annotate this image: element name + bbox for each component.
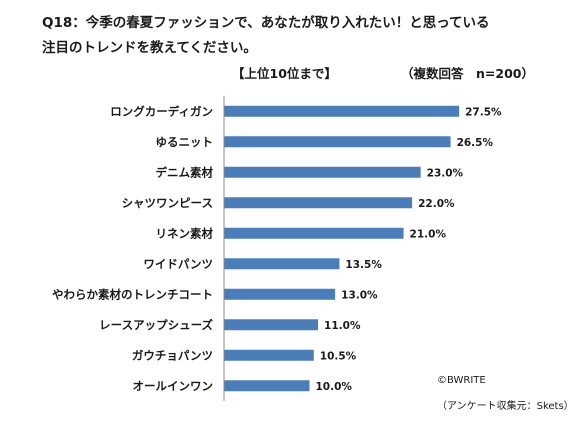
response-note: （複数回答 n=200） xyxy=(401,66,534,81)
value-label: 10.0% xyxy=(316,381,353,393)
category-label: やわらか素材のトレンチコート xyxy=(52,287,213,301)
value-label: 23.0% xyxy=(427,167,464,179)
bar xyxy=(224,227,404,239)
copyright-credit: ©BWRITE xyxy=(437,375,486,386)
value-label: 11.0% xyxy=(324,320,361,332)
value-label: 27.5% xyxy=(465,106,502,118)
value-label: 26.5% xyxy=(457,137,494,149)
value-label: 10.5% xyxy=(320,350,357,362)
bars-group xyxy=(224,105,460,392)
bar xyxy=(224,349,314,361)
source-credit: （アンケート収集元：Skets） xyxy=(437,401,574,412)
chart-subtitle: 【上位10位まで】 xyxy=(232,66,337,81)
category-label: レースアップシューズ xyxy=(99,318,213,332)
category-label: ロングカーディガン xyxy=(110,104,213,118)
bar xyxy=(224,197,413,209)
category-label: ワイドパンツ xyxy=(143,257,213,271)
bar xyxy=(224,380,310,392)
bar xyxy=(224,105,460,117)
bar xyxy=(224,288,336,300)
category-labels-group: ロングカーディガンゆるニットデニム素材シャツワンピースリネン素材ワイドパンツやわ… xyxy=(52,104,213,393)
bar xyxy=(224,319,319,331)
bar xyxy=(224,136,451,148)
category-label: デニム素材 xyxy=(156,165,214,179)
question-line-2: 注目のトレンドを教えてください。 xyxy=(42,40,257,56)
category-label: リネン素材 xyxy=(156,226,214,240)
category-label: ガウチョパンツ xyxy=(132,348,213,362)
bar xyxy=(224,258,340,270)
chart-question: Q18：今季の春夏ファッションで、あなたが取り入れたい！と思っている 注目のトレ… xyxy=(42,11,490,61)
value-label: 21.0% xyxy=(410,228,447,240)
value-label: 13.5% xyxy=(345,259,382,271)
question-line-1: Q18：今季の春夏ファッションで、あなたが取り入れたい！と思っている xyxy=(42,15,490,31)
value-label: 22.0% xyxy=(418,198,455,210)
category-label: ゆるニット xyxy=(156,135,214,149)
bar xyxy=(224,166,421,178)
value-label: 13.0% xyxy=(341,289,378,301)
category-label: オールインワン xyxy=(133,379,214,393)
value-labels-group: 27.5% 26.5% 23.0% 22.0% 21.0% 13.5% 13.0% 11.0%… xyxy=(316,106,503,393)
category-label: シャツワンピース xyxy=(122,196,213,210)
